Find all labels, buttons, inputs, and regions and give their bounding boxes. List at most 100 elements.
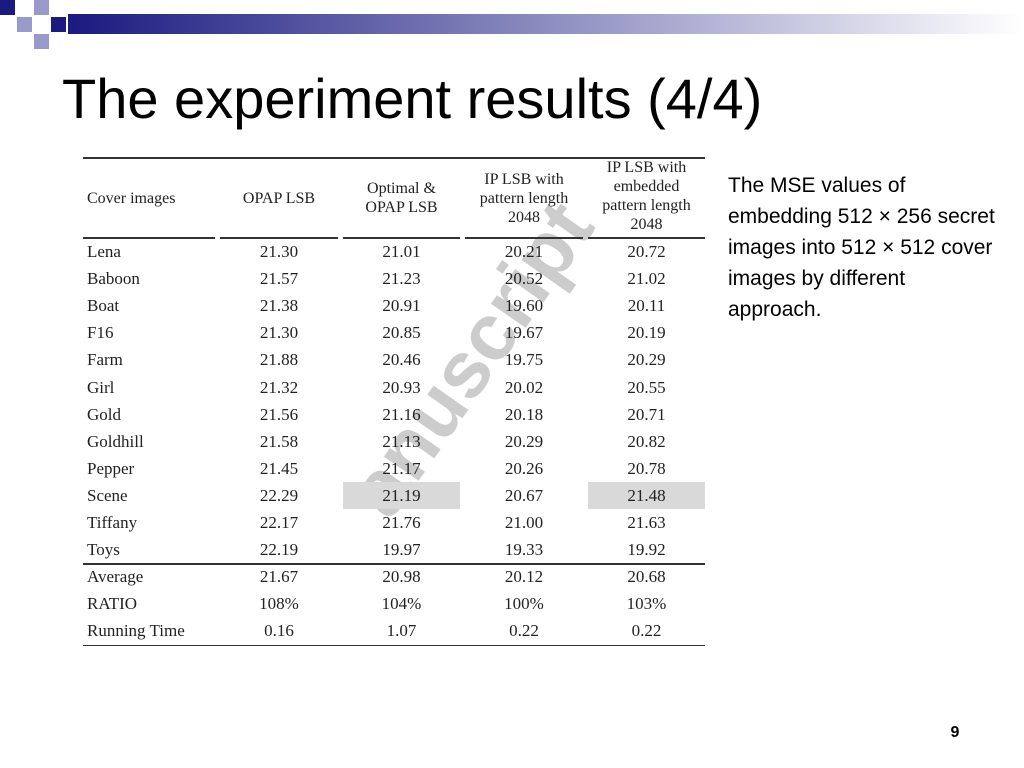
table-cell: 21.17 xyxy=(382,458,421,478)
table-cell: 19.92 xyxy=(627,540,666,560)
table-cell: 20.55 xyxy=(627,377,666,397)
table-cell: 20.68 xyxy=(627,567,666,587)
table-cell: 0.22 xyxy=(631,621,662,641)
table-cell: 21.32 xyxy=(259,377,299,397)
row-label: Pepper xyxy=(87,458,135,478)
row-label: Average xyxy=(87,567,144,587)
table-cell: 20.26 xyxy=(504,458,544,478)
table-cell: 21.16 xyxy=(382,404,421,424)
table-cell: 20.85 xyxy=(382,323,421,343)
row-label: Boat xyxy=(87,296,120,316)
table-cell: 20.52 xyxy=(504,269,544,289)
table-cell: 108% xyxy=(259,594,299,614)
table-cell: 21.30 xyxy=(259,242,299,261)
header-line: pattern length xyxy=(479,189,569,207)
section-rule xyxy=(83,563,705,565)
table-cell: 19.33 xyxy=(504,540,544,560)
header-line: Cover images xyxy=(87,189,176,207)
table-cell: 20.19 xyxy=(627,323,666,343)
table-cell: 19.60 xyxy=(504,296,544,316)
row-label: Girl xyxy=(87,377,115,397)
table-cell: 20.72 xyxy=(627,242,666,261)
table-cell: 19.67 xyxy=(504,323,544,343)
table-cell: 20.29 xyxy=(504,431,544,451)
table-cell: 21.88 xyxy=(259,350,299,370)
table-cell: 21.01 xyxy=(382,242,421,261)
header-line: Optimal & xyxy=(367,180,436,197)
row-label: Scene xyxy=(87,485,128,505)
row-label: Gold xyxy=(87,404,121,424)
table-cell: 21.30 xyxy=(259,323,299,343)
header-line: embedded xyxy=(613,178,680,195)
header-line: 2048 xyxy=(508,208,540,226)
header-line: 2048 xyxy=(630,216,663,233)
header-rule xyxy=(83,237,215,239)
column-header: Optimal & OPAP LSB xyxy=(343,179,460,217)
row-label: Tiffany xyxy=(87,513,138,532)
table-cell: 22.19 xyxy=(259,540,299,560)
table-cell: 21.76 xyxy=(382,513,421,532)
table-cell: 20.82 xyxy=(627,431,666,451)
table-cell: 0.22 xyxy=(509,621,539,641)
table-bottom-rule xyxy=(83,644,705,646)
table-cell: 21.67 xyxy=(259,567,299,587)
header-line: OPAP LSB xyxy=(242,189,316,207)
table-cell: 20.67 xyxy=(504,485,544,505)
table-cell: 20.18 xyxy=(504,404,544,424)
header-rule xyxy=(588,237,705,239)
header-line: IP LSB with xyxy=(484,170,564,188)
table-cell: 20.71 xyxy=(627,404,666,424)
page-number: 9 xyxy=(950,724,960,741)
table-cell: 20.12 xyxy=(504,567,544,587)
table-cell: 21.56 xyxy=(259,404,299,424)
table-cell: 20.29 xyxy=(627,350,666,370)
row-label: Lena xyxy=(87,242,121,261)
row-label: Toys xyxy=(87,540,120,560)
header-rule xyxy=(220,237,338,239)
table-cell: 19.97 xyxy=(382,540,421,560)
table-cell: 20.93 xyxy=(382,377,421,397)
table-cell: 21.19 xyxy=(343,481,460,509)
table-cell: 20.46 xyxy=(382,350,421,370)
table-cell: 20.78 xyxy=(627,458,666,478)
header-line: IP LSB with xyxy=(606,159,687,176)
header-rule xyxy=(343,237,460,239)
column-header: IP LSB with pattern length 2048 xyxy=(465,170,583,227)
table-cell: 20.02 xyxy=(504,377,544,397)
table-cell: 1.07 xyxy=(386,621,417,641)
table-top-rule xyxy=(83,157,705,159)
column-header: OPAP LSB xyxy=(220,189,338,208)
header-line: pattern length xyxy=(602,197,691,214)
table-cell: 20.11 xyxy=(627,296,666,316)
table-cell: 104% xyxy=(381,594,422,614)
table-cell: 22.17 xyxy=(259,513,299,532)
table-cell: 20.91 xyxy=(382,296,421,316)
table-cell: 21.57 xyxy=(259,269,299,289)
table-cell: 21.13 xyxy=(382,431,421,451)
header-rule xyxy=(465,237,583,239)
row-label: Goldhill xyxy=(87,431,144,451)
table-cell: 21.02 xyxy=(627,269,666,289)
table-cell: 21.45 xyxy=(259,458,299,478)
table-cell: 19.75 xyxy=(504,350,544,370)
row-label: Running Time xyxy=(87,621,185,641)
table-cell: 21.00 xyxy=(504,513,544,532)
table-cell: 22.29 xyxy=(259,485,299,505)
table-cell: 100% xyxy=(504,594,544,614)
column-header: Cover images xyxy=(83,189,219,208)
table-cell: 21.48 xyxy=(588,481,705,509)
header-line: OPAP LSB xyxy=(365,199,438,216)
row-label: F16 xyxy=(87,323,114,343)
table-cell: 21.63 xyxy=(627,513,666,532)
table-cell: 103% xyxy=(626,594,667,614)
row-label: Farm xyxy=(87,350,123,370)
table-cell: 0.16 xyxy=(264,621,294,641)
table-cell: 20.98 xyxy=(382,567,421,587)
table-cell: 21.23 xyxy=(382,269,421,289)
table-cell: 21.58 xyxy=(259,431,299,451)
slide-title: The experiment results (4/4) xyxy=(62,67,763,130)
table-cell: 20.21 xyxy=(504,242,544,261)
header-decoration xyxy=(0,0,1024,49)
